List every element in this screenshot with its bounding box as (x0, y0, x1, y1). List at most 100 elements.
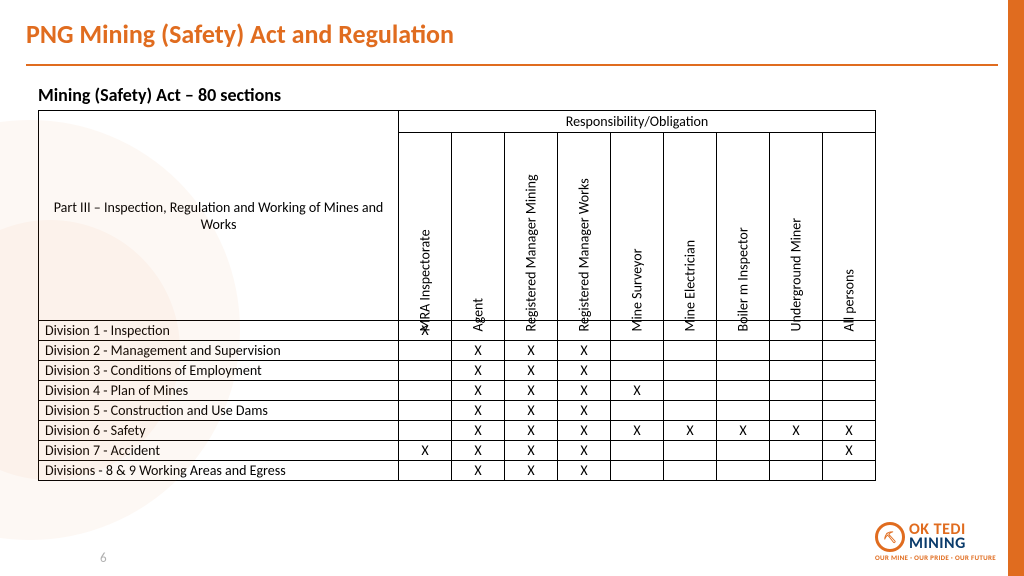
column-header: Mine Surveyor (611, 133, 664, 321)
table-cell: X (505, 401, 558, 421)
table-row: Division 7 - AccidentXXXXX (39, 441, 876, 461)
slide-subtitle: Mining (Safety) Act – 80 sections (0, 66, 1024, 110)
table-cell (823, 361, 876, 381)
responsibility-table: Part III – Inspection, Regulation and Wo… (38, 110, 876, 481)
table-cell (717, 341, 770, 361)
logo-tagline: OUR MINE · OUR PRIDE · OUR FUTURE (875, 553, 996, 562)
row-label: Division 3 - Conditions of Employment (39, 361, 399, 381)
column-header: Registered Manager Works (558, 133, 611, 321)
table-cell (823, 461, 876, 481)
table-cell (717, 461, 770, 481)
table-cell: X (505, 381, 558, 401)
table-cell: X (452, 421, 505, 441)
table-cell (664, 461, 717, 481)
table-cell (770, 341, 823, 361)
table-cell: X (452, 341, 505, 361)
column-header: Agent (452, 133, 505, 321)
table-cell: X (717, 421, 770, 441)
table-cell: X (558, 421, 611, 441)
table-cell: X (611, 381, 664, 401)
table-row: Division 6 - SafetyXXXXXXXX (39, 421, 876, 441)
table-cell (664, 441, 717, 461)
table-cell (611, 441, 664, 461)
table-cell: X (558, 461, 611, 481)
table-cell: X (664, 421, 717, 441)
row-label: Division 5 - Construction and Use Dams (39, 401, 399, 421)
slide: PNG Mining (Safety) Act and Regulation M… (0, 0, 1024, 576)
accent-bar (1008, 0, 1024, 576)
table-cell (399, 401, 452, 421)
table-cell (717, 441, 770, 461)
table-cell (717, 401, 770, 421)
table-row: Division 2 - Management and Supervision X… (39, 341, 876, 361)
table-cell: X (558, 341, 611, 361)
table-cell (399, 461, 452, 481)
table-cell: X (505, 361, 558, 381)
table-cell: X (452, 361, 505, 381)
table-cell: X (399, 441, 452, 461)
row-label: Division 6 - Safety (39, 421, 399, 441)
table-cell (770, 461, 823, 481)
table-cell (611, 361, 664, 381)
logo-mark-icon: ⛏ (875, 522, 905, 552)
column-header: Boiler m Inspector (717, 133, 770, 321)
table-cell (664, 361, 717, 381)
table-cell: X (505, 461, 558, 481)
table-cell: X (611, 421, 664, 441)
table-cell (770, 441, 823, 461)
table-cell: X (823, 441, 876, 461)
table-cell (770, 401, 823, 421)
table-row: Divisions - 8 & 9 Working Areas and Egre… (39, 461, 876, 481)
table-cell: X (452, 441, 505, 461)
column-header: Mine Electrician (664, 133, 717, 321)
table-cell (717, 361, 770, 381)
column-header: MRA Inspectorate (399, 133, 452, 321)
table-container: Part III – Inspection, Regulation and Wo… (0, 110, 1024, 481)
table-cell: X (452, 381, 505, 401)
table-cell: X (452, 401, 505, 421)
table-cell (823, 381, 876, 401)
table-cell (770, 381, 823, 401)
table-cell (399, 341, 452, 361)
table-cell: X (770, 421, 823, 441)
slide-title: PNG Mining (Safety) Act and Regulation (0, 0, 1024, 50)
table-cell (664, 381, 717, 401)
table-cell (823, 401, 876, 421)
column-header: Registered Manager Mining (505, 133, 558, 321)
table-cell: X (505, 341, 558, 361)
table-cell (664, 401, 717, 421)
table-row: Division 4 - Plan of MinesXXXX (39, 381, 876, 401)
column-header: All persons (823, 133, 876, 321)
company-logo: ⛏ OK TEDI MINING OUR MINE · OUR PRIDE · … (875, 522, 996, 562)
table-cell (399, 381, 452, 401)
row-label: Division 7 - Accident (39, 441, 399, 461)
column-header: Underground Miner (770, 133, 823, 321)
table-cell (399, 421, 452, 441)
table-cell (611, 461, 664, 481)
table-cell: X (558, 401, 611, 421)
table-cell: X (558, 381, 611, 401)
table-cell (611, 341, 664, 361)
table-cell (770, 361, 823, 381)
table-cell: X (505, 441, 558, 461)
table-cell: X (558, 441, 611, 461)
row-label: Division 4 - Plan of Mines (39, 381, 399, 401)
table-cell (717, 381, 770, 401)
logo-text-line2: MINING (909, 537, 966, 551)
table-cell (611, 401, 664, 421)
table-row: Division 3 - Conditions of EmploymentXXX (39, 361, 876, 381)
row-label: Division 1 - Inspection (39, 321, 399, 341)
page-number: 6 (100, 551, 107, 566)
table-row: Division 5 - Construction and Use DamsXX… (39, 401, 876, 421)
table-cell: X (558, 361, 611, 381)
table-cell: X (452, 461, 505, 481)
row-label: Division 2 - Management and Supervision (39, 341, 399, 361)
table-cell (399, 361, 452, 381)
table-cell: X (823, 421, 876, 441)
table-cell: X (505, 421, 558, 441)
table-corner-header: Part III – Inspection, Regulation and Wo… (39, 111, 399, 321)
row-label: Divisions - 8 & 9 Working Areas and Egre… (39, 461, 399, 481)
table-cell (664, 341, 717, 361)
table-group-header: Responsibility/Obligation (399, 111, 876, 133)
table-cell (823, 341, 876, 361)
